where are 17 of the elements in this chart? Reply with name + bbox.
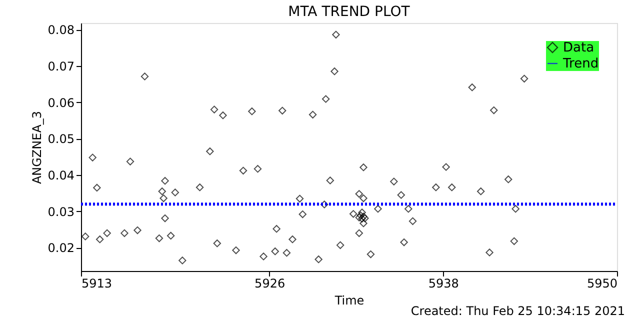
y-tick-label: 0.05: [48, 132, 74, 146]
y-tick-label: 0.03: [48, 204, 74, 219]
y-tick-label: 0.06: [48, 96, 74, 110]
x-tick-label: 5950: [586, 276, 618, 290]
legend-label: Data: [563, 40, 594, 56]
legend-label: Trend: [562, 56, 599, 72]
y-tick-label: 0.07: [48, 59, 74, 74]
y-tick-label: 0.02: [48, 241, 74, 256]
text: Created: Thu Feb 25 10:34:15 2021: [410, 304, 625, 318]
x-tick-label: 5913: [82, 276, 112, 290]
x-tick-label: 5926: [254, 276, 286, 290]
x-tick-label: 5938: [428, 276, 459, 290]
y-axis-title: ANGZNEA_3: [30, 110, 44, 184]
y-tick-label: 0.08: [48, 23, 74, 38]
chart-title: MTA TREND PLOT: [288, 4, 410, 20]
x-axis-title: Time: [334, 294, 364, 308]
y-tick-label: 0.04: [48, 168, 74, 182]
